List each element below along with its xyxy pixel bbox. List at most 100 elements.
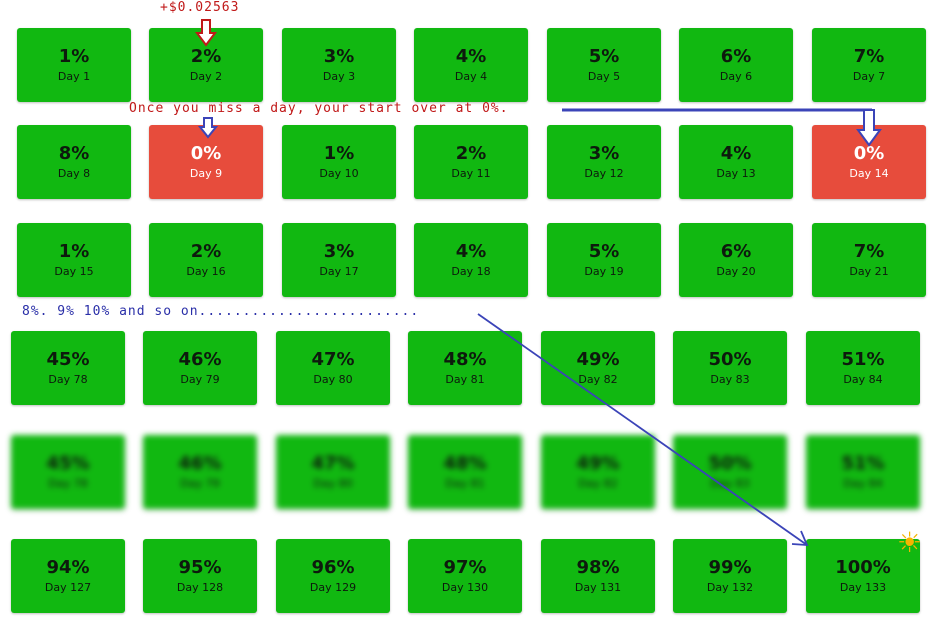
day-percent: 99% [708,556,752,578]
day-label: Day 131 [574,580,622,594]
day-card: 45% Day 78 [11,435,125,509]
day-card: 49% Day 82 [541,435,655,509]
day-label: Day 19 [584,264,624,278]
day-label: Day 83 [710,476,750,490]
day-percent: 5% [588,240,620,262]
day-label: Day 5 [587,69,621,83]
day-percent: 46% [178,348,222,370]
day-card: 45% Day 78 [11,331,125,405]
day-card: 50% Day 83 [673,331,787,405]
day-label: Day 130 [441,580,489,594]
day-card: 7% Day 21 [812,223,926,297]
day-label: Day 8 [57,166,91,180]
day-card: 50% Day 83 [673,435,787,509]
day-card: 4% Day 18 [414,223,528,297]
day-card: 51% Day 84 [806,331,920,405]
day-percent: 45% [46,348,90,370]
day-card: 49% Day 82 [541,331,655,405]
day-label: Day 16 [186,264,226,278]
day-label: Day 81 [445,372,485,386]
day-label: Day 83 [710,372,750,386]
day-label: Day 82 [578,372,618,386]
day-label: Day 84 [843,372,883,386]
day-percent: 4% [455,240,487,262]
sun-icon: ☀ [897,526,923,559]
day-label: Day 6 [719,69,753,83]
day-percent: 3% [323,240,355,262]
day-percent: 6% [720,45,752,67]
day-card: 100% Day 133 [806,539,920,613]
day-label: Day 10 [319,166,359,180]
day-label: Day 11 [451,166,491,180]
day-percent: 48% [443,348,487,370]
day-label: Day 78 [48,372,88,386]
day-percent: 47% [311,452,355,474]
day-percent: 0% [190,142,222,164]
day-percent: 2% [190,240,222,262]
day-label: Day 17 [319,264,359,278]
gain-annotation: +$0.02563 [160,0,240,15]
day-percent: 46% [178,452,222,474]
day-percent: 4% [455,45,487,67]
day-percent: 51% [841,348,885,370]
day-percent: 94% [46,556,90,578]
day-label: Day 15 [54,264,94,278]
day-percent: 6% [720,240,752,262]
day-label: Day 4 [454,69,488,83]
day-card: 3% Day 3 [282,28,396,102]
day-percent: 95% [178,556,222,578]
day-percent: 51% [841,452,885,474]
day-card: 4% Day 13 [679,125,793,199]
day-percent: 50% [708,452,752,474]
day-percent: 50% [708,348,752,370]
day-label: Day 20 [716,264,756,278]
day-card: 51% Day 84 [806,435,920,509]
day-percent: 1% [58,45,90,67]
day-label: Day 80 [313,476,353,490]
day-label: Day 81 [445,476,485,490]
day-percent: 0% [853,142,885,164]
day-label: Day 18 [451,264,491,278]
day-label: Day 84 [843,476,883,490]
day-card: 1% Day 15 [17,223,131,297]
day-card: 95% Day 128 [143,539,257,613]
day-card: 4% Day 4 [414,28,528,102]
day-label: Day 13 [716,166,756,180]
day-percent: 8% [58,142,90,164]
day-card: 6% Day 6 [679,28,793,102]
day-percent: 5% [588,45,620,67]
day-label: Day 132 [706,580,754,594]
day-label: Day 12 [584,166,624,180]
day-card: 0% Day 14 [812,125,926,199]
day-card: 2% Day 11 [414,125,528,199]
day-label: Day 129 [309,580,357,594]
day-card: 47% Day 80 [276,435,390,509]
day-label: Day 128 [176,580,224,594]
day-percent: 49% [576,348,620,370]
day-percent: 3% [588,142,620,164]
day-card: 0% Day 9 [149,125,263,199]
day-percent: 2% [190,45,222,67]
day-label: Day 3 [322,69,356,83]
day-percent: 100% [835,556,891,578]
day-percent: 47% [311,348,355,370]
day-percent: 3% [323,45,355,67]
day-label: Day 133 [839,580,887,594]
day-label: Day 9 [189,166,223,180]
day-label: Day 79 [180,476,220,490]
day-card: 6% Day 20 [679,223,793,297]
day-card: 98% Day 131 [541,539,655,613]
day-card: 7% Day 7 [812,28,926,102]
day-percent: 1% [323,142,355,164]
day-percent: 48% [443,452,487,474]
day-card: 5% Day 5 [547,28,661,102]
day-label: Day 79 [180,372,220,386]
day-card: 3% Day 12 [547,125,661,199]
day-percent: 96% [311,556,355,578]
day-label: Day 21 [849,264,889,278]
day-card: 5% Day 19 [547,223,661,297]
day-card: 96% Day 129 [276,539,390,613]
day-card: 46% Day 79 [143,435,257,509]
day-card: 2% Day 16 [149,223,263,297]
day-card: 94% Day 127 [11,539,125,613]
